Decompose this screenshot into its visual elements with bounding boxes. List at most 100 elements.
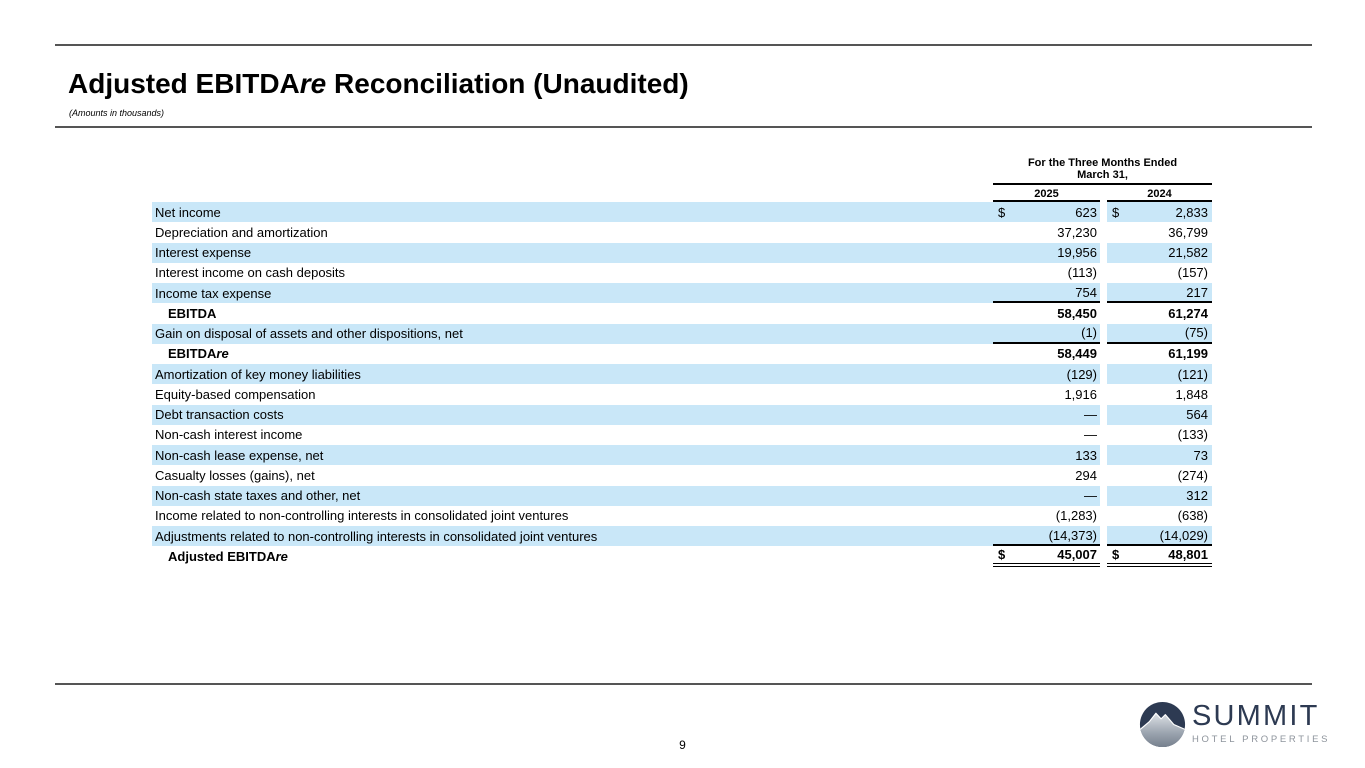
table-row: Income tax expense 754 217 — [152, 283, 1212, 304]
value-cell-2024: 312 — [1107, 485, 1212, 506]
row-label: Income tax expense — [152, 283, 993, 304]
page-title: Adjusted EBITDAre Reconciliation (Unaudi… — [68, 68, 689, 100]
column-gap — [1100, 425, 1107, 445]
logo-tagline: HOTEL PROPERTIES — [1192, 734, 1331, 745]
value-2024: (638) — [1177, 508, 1208, 524]
column-gap — [1100, 303, 1107, 323]
column-gap — [1100, 526, 1107, 546]
value-cell-2024: 61,274 — [1107, 303, 1212, 323]
column-gap — [1100, 324, 1107, 344]
value-cell-2024: $2,833 — [1107, 202, 1212, 223]
ebitda-reconciliation-table: For the Three Months Ended March 31, 202… — [152, 157, 1212, 567]
value-2024: (75) — [1184, 325, 1208, 341]
row-label: Casualty losses (gains), net — [155, 467, 315, 483]
row-label: Depreciation and amortization — [155, 224, 328, 240]
table-row: Interest expense 19,956 21,582 — [152, 242, 1212, 263]
value-cell-2025: 1,916 — [993, 384, 1100, 404]
table-row: EBITDA 58,450 61,274 — [152, 303, 1212, 323]
table-row: Income related to non-controlling intere… — [152, 506, 1212, 526]
period-header-line1: For the Three Months Ended — [1027, 157, 1178, 169]
value-2024: (121) — [1177, 366, 1208, 382]
period-header-line2: March 31, — [1077, 168, 1128, 181]
value-2024: 1,848 — [1175, 386, 1208, 402]
value-cell-2025: — — [993, 404, 1100, 425]
page-title-italic: re — [299, 68, 327, 99]
value-cell-2024: (14,029) — [1107, 526, 1212, 547]
value-2025: — — [1084, 407, 1097, 423]
page-title-text: Adjusted EBITDA — [68, 68, 300, 99]
value-cell-2024: 1,848 — [1107, 384, 1212, 404]
value-cell-2025: 19,956 — [993, 242, 1100, 263]
header-divider — [55, 126, 1312, 128]
currency-symbol: $ — [1112, 546, 1120, 562]
row-label: Net income — [152, 202, 993, 223]
value-cell-2024: (638) — [1107, 506, 1212, 526]
value-cell-2024: (274) — [1107, 465, 1212, 485]
value-cell-2025: 37,230 — [993, 222, 1100, 242]
value-2025: 37,230 — [1057, 224, 1097, 240]
value-cell-2025: (113) — [993, 263, 1100, 283]
value-cell-2025: 133 — [993, 445, 1100, 466]
value-cell-2024: (133) — [1107, 425, 1212, 445]
table-rows: Net income $623 $2,833 Depreciation and amo… — [152, 202, 1212, 567]
table-row: Non-cash lease expense, net 133 73 — [152, 445, 1212, 466]
value-cell-2024: 21,582 — [1107, 242, 1212, 263]
value-2024: (157) — [1177, 265, 1208, 281]
summit-logo: SUMMIT HOTEL PROPERTIES — [1139, 701, 1330, 748]
row-label: Debt transaction costs — [152, 404, 993, 425]
value-2025: (1,283) — [1055, 508, 1097, 524]
value-2025: 133 — [1075, 447, 1097, 463]
mountain-logo-icon — [1139, 701, 1186, 748]
value-cell-2025: — — [993, 485, 1100, 506]
value-cell-2024: (157) — [1107, 263, 1212, 283]
value-2024: 564 — [1186, 407, 1208, 423]
row-label: EBITDA re — [168, 346, 229, 362]
footer-divider — [55, 683, 1312, 685]
value-cell-2024: 564 — [1107, 404, 1212, 425]
column-gap — [1100, 243, 1107, 263]
value-2024: 217 — [1186, 284, 1208, 300]
value-2025: 58,449 — [1057, 346, 1097, 362]
column-gap — [1100, 486, 1107, 506]
value-2024: 48,801 — [1168, 546, 1208, 562]
value-2024: 61,199 — [1168, 346, 1208, 362]
value-cell-2025: 58,450 — [993, 303, 1100, 323]
value-cell-2025: 58,449 — [993, 344, 1100, 364]
table-row: EBITDA re 58,449 61,199 — [152, 344, 1212, 364]
table-row: Adjustments related to non-controlling i… — [152, 526, 1212, 547]
table-row: Net income $623 $2,833 — [152, 202, 1212, 223]
logo-text: SUMMIT HOTEL PROPERTIES — [1192, 701, 1331, 746]
column-gap — [1100, 405, 1107, 425]
table-row: Non-cash state taxes and other, net — 312 — [152, 485, 1212, 506]
page-title-suffix: Reconciliation (Unaudited) — [326, 68, 689, 99]
row-label: Adjustments related to non-controlling i… — [152, 526, 993, 547]
row-label: Income related to non-controlling intere… — [155, 508, 569, 524]
value-2025: (129) — [1066, 366, 1097, 382]
column-gap — [1100, 202, 1107, 222]
value-2024: (274) — [1177, 467, 1208, 483]
row-label: Equity-based compensation — [155, 386, 316, 402]
column-gap — [1100, 546, 1107, 566]
value-cell-2024: 73 — [1107, 445, 1212, 466]
period-header: For the Three Months Ended March 31, — [993, 157, 1212, 185]
column-gap — [1100, 344, 1107, 364]
value-2024: (14,029) — [1159, 527, 1208, 543]
value-cell-2025: 754 — [993, 283, 1100, 304]
currency-symbol: $ — [998, 546, 1006, 562]
value-cell-2024: (121) — [1107, 364, 1212, 385]
value-2024: (133) — [1177, 427, 1208, 443]
table-row: Gain on disposal of assets and other dis… — [152, 323, 1212, 344]
row-label: Adjusted EBITDA re — [168, 548, 288, 564]
value-cell-2024: 36,799 — [1107, 222, 1212, 242]
value-2024: 36,799 — [1168, 224, 1208, 240]
value-2024: 312 — [1186, 488, 1208, 504]
value-2024: 2,833 — [1175, 204, 1208, 220]
table-row: Equity-based compensation 1,916 1,848 — [152, 384, 1212, 404]
column-gap — [1100, 222, 1107, 242]
value-2025: 58,450 — [1057, 305, 1097, 321]
top-divider — [55, 44, 1312, 46]
page-number: 9 — [679, 738, 686, 752]
value-cell-2024: 61,199 — [1107, 344, 1212, 364]
row-label: Non-cash lease expense, net — [152, 445, 993, 466]
value-2025: (113) — [1067, 265, 1097, 281]
